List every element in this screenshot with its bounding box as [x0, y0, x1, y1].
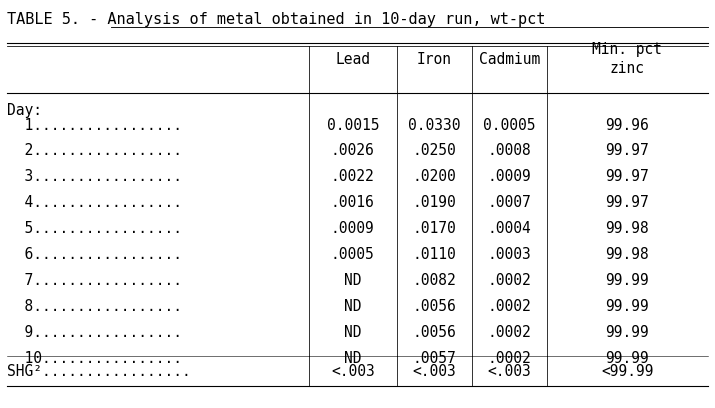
Text: .0016: .0016 — [331, 195, 375, 210]
Text: <99.99: <99.99 — [601, 364, 654, 379]
Text: 1.................: 1................. — [7, 118, 182, 133]
Text: <.003: <.003 — [413, 364, 456, 379]
Text: .0002: .0002 — [488, 273, 531, 288]
Text: 5.................: 5................. — [7, 221, 182, 236]
Text: 2.................: 2................. — [7, 144, 182, 158]
Text: ND: ND — [344, 299, 362, 314]
Text: ND: ND — [344, 351, 362, 366]
Text: 99.98: 99.98 — [606, 221, 649, 236]
Text: <.003: <.003 — [331, 364, 375, 379]
Text: Cadmium: Cadmium — [479, 52, 540, 67]
Text: 99.99: 99.99 — [606, 299, 649, 314]
Text: .0190: .0190 — [413, 195, 456, 210]
Text: .0110: .0110 — [413, 247, 456, 262]
Text: .0008: .0008 — [488, 144, 531, 158]
Text: Lead: Lead — [335, 52, 370, 67]
Text: 99.97: 99.97 — [606, 169, 649, 184]
Text: .0002: .0002 — [488, 299, 531, 314]
Text: .0022: .0022 — [331, 169, 375, 184]
Text: 3.................: 3................. — [7, 169, 182, 184]
Text: .0002: .0002 — [488, 325, 531, 340]
Text: .0009: .0009 — [331, 221, 375, 236]
Text: 99.96: 99.96 — [606, 118, 649, 133]
Text: Day:: Day: — [7, 103, 42, 118]
Text: Iron: Iron — [417, 52, 452, 67]
Text: .0005: .0005 — [331, 247, 375, 262]
Text: 99.99: 99.99 — [606, 273, 649, 288]
Text: Min. pct
zinc: Min. pct zinc — [593, 42, 662, 76]
Text: 0.0330: 0.0330 — [408, 118, 460, 133]
Text: SHG².................: SHG²................. — [7, 364, 191, 379]
Text: .0200: .0200 — [413, 169, 456, 184]
Text: ND: ND — [344, 273, 362, 288]
Text: .0002: .0002 — [488, 351, 531, 366]
Text: 0.0015: 0.0015 — [327, 118, 379, 133]
Text: 99.99: 99.99 — [606, 325, 649, 340]
Text: .0009: .0009 — [488, 169, 531, 184]
Text: 99.97: 99.97 — [606, 144, 649, 158]
Text: 9.................: 9................. — [7, 325, 182, 340]
Text: .0056: .0056 — [413, 299, 456, 314]
Text: 10................: 10................ — [7, 351, 182, 366]
Text: .0026: .0026 — [331, 144, 375, 158]
Text: ND: ND — [344, 325, 362, 340]
Text: 8.................: 8................. — [7, 299, 182, 314]
Text: 99.97: 99.97 — [606, 195, 649, 210]
Text: .0007: .0007 — [488, 195, 531, 210]
Text: 4.................: 4................. — [7, 195, 182, 210]
Text: .0170: .0170 — [413, 221, 456, 236]
Text: 99.99: 99.99 — [606, 351, 649, 366]
Text: .0250: .0250 — [413, 144, 456, 158]
Text: .0056: .0056 — [413, 325, 456, 340]
Text: .0004: .0004 — [488, 221, 531, 236]
Text: 99.98: 99.98 — [606, 247, 649, 262]
Text: <.003: <.003 — [488, 364, 531, 379]
Text: 6.................: 6................. — [7, 247, 182, 262]
Text: 0.0005: 0.0005 — [483, 118, 536, 133]
Text: TABLE 5. - Analysis of metal obtained in 10-day run, wt-pct: TABLE 5. - Analysis of metal obtained in… — [7, 12, 546, 27]
Text: .0082: .0082 — [413, 273, 456, 288]
Text: .0003: .0003 — [488, 247, 531, 262]
Text: 7.................: 7................. — [7, 273, 182, 288]
Text: .0057: .0057 — [413, 351, 456, 366]
